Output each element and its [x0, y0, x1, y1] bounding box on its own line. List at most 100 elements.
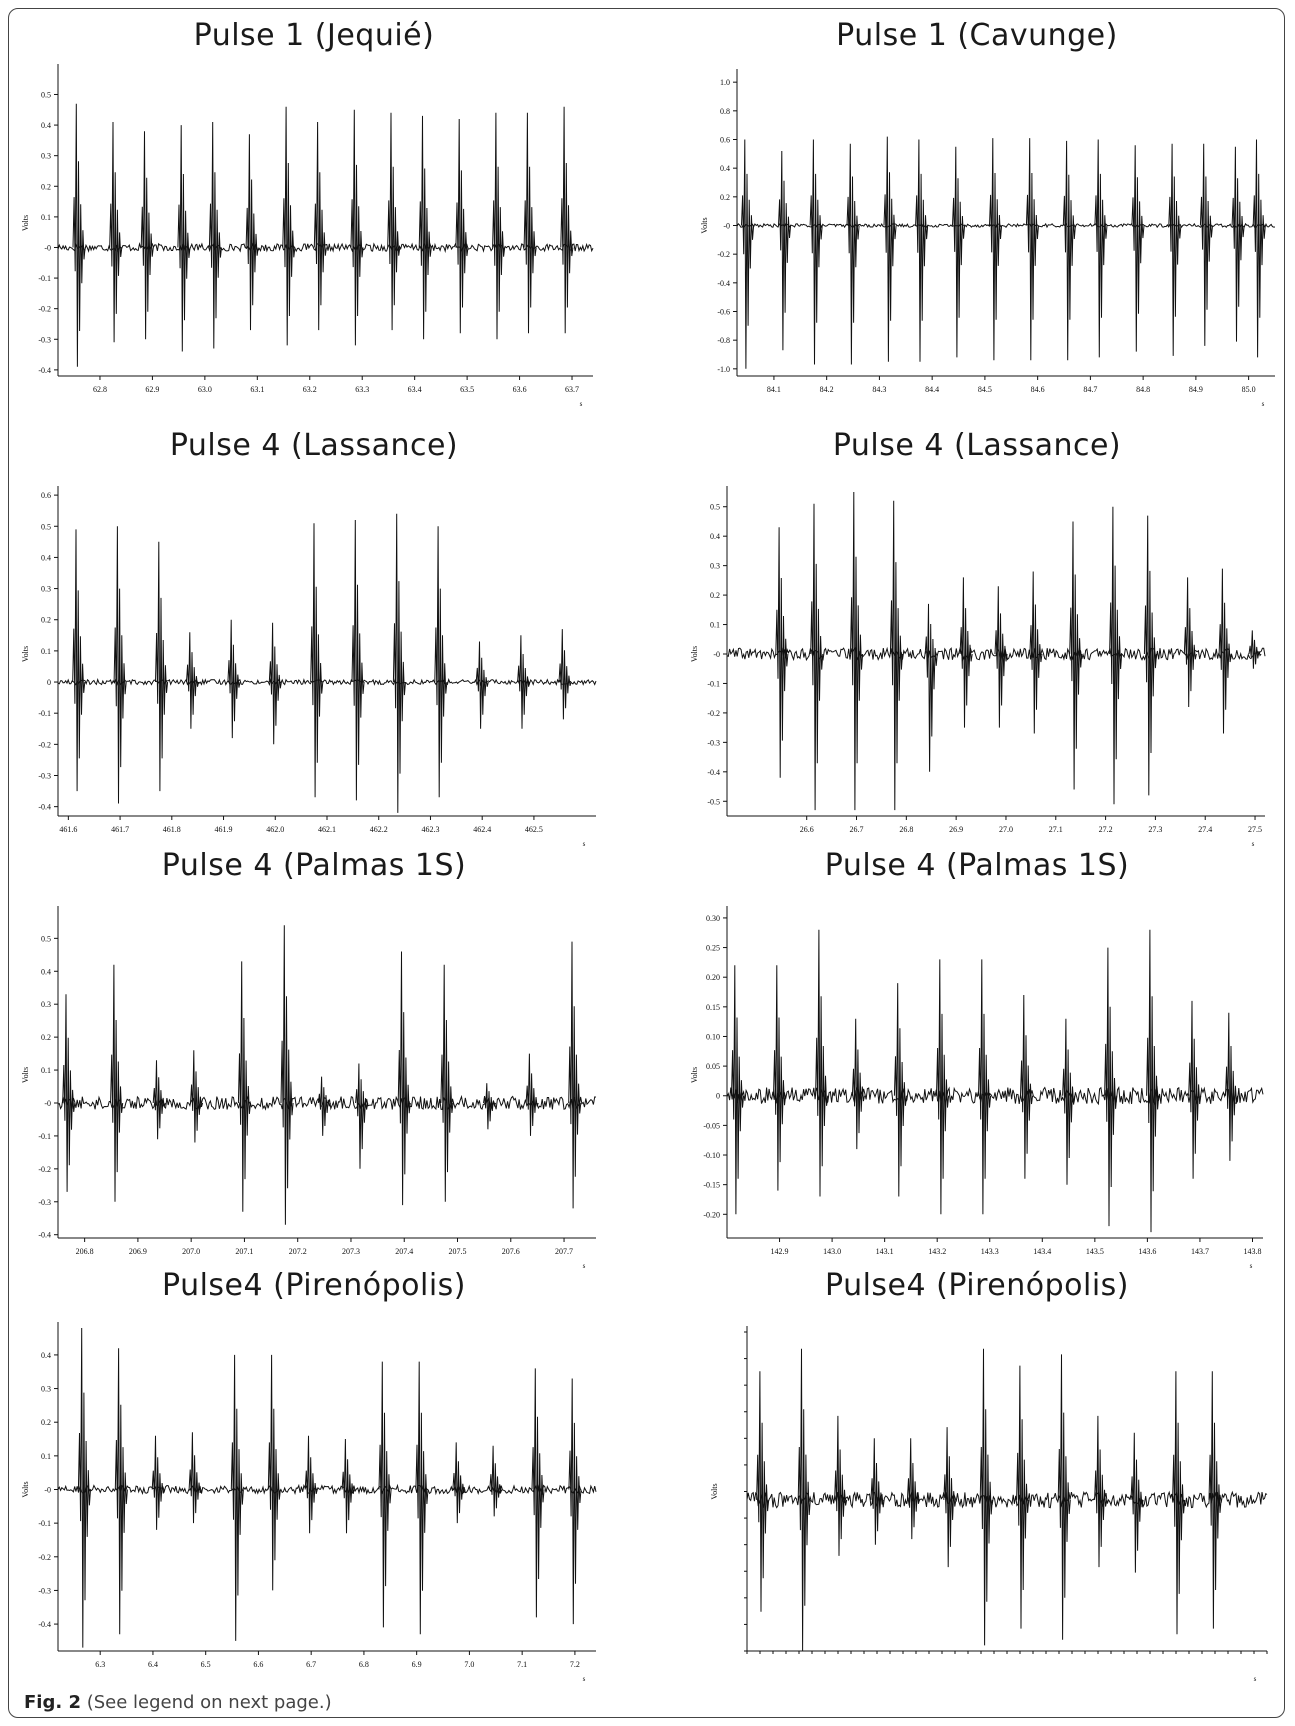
- signal-pulse: [1025, 138, 1039, 361]
- x-tick-label: 27.0: [999, 825, 1013, 834]
- signal-pulse: [109, 121, 123, 343]
- signal-pulse: [797, 1348, 811, 1652]
- x-tick-label: 7.2: [570, 1660, 580, 1669]
- x-tick-label: 84.7: [1083, 385, 1097, 394]
- chart-panel: Pulse 4 (Lassance) 0.5 0.4 0.3 0.2 0.1 -0 -0.1 -…: [677, 428, 1277, 848]
- y-axis-label: Volts: [690, 1067, 699, 1083]
- signal-pulse: [525, 1053, 539, 1136]
- caption-label: Fig. 2: [24, 1692, 81, 1713]
- y-tick-label: 0.4: [41, 121, 51, 130]
- y-tick-label: -0: [44, 243, 51, 252]
- signal-pulse: [568, 941, 582, 1209]
- signal-pulse: [1104, 947, 1118, 1227]
- y-tick-label: -0: [713, 650, 720, 659]
- signal-pulse: [177, 125, 191, 352]
- chart-title: Pulse4 (Pirenópolis): [162, 1268, 466, 1303]
- x-tick-label: 207.0: [182, 1247, 200, 1256]
- x-tick-label: 462.3: [421, 825, 439, 834]
- y-tick-label: 0.4: [41, 1351, 51, 1360]
- chart-plot: 1.0 0.8 0.6 0.4 0.2 -0 -0.2 -0.4 -0.6 -0.8 -1.0 84.…: [700, 69, 1276, 408]
- signal-pulse: [1062, 1018, 1076, 1185]
- x-tick-label: 461.6: [59, 825, 77, 834]
- y-tick-label: 0.4: [720, 164, 730, 173]
- y-tick-label: -0.4: [38, 366, 51, 375]
- y-tick-label: 0.2: [41, 182, 51, 191]
- y-tick-label: -1.0: [717, 365, 730, 374]
- signal-pulse: [227, 619, 241, 739]
- signal-pulse: [1016, 1365, 1030, 1629]
- signal-pulse: [483, 1083, 497, 1130]
- y-tick-label: 0.6: [720, 136, 730, 145]
- x-tick-label: 143.0: [823, 1247, 841, 1256]
- x-tick-label: 27.4: [1198, 825, 1212, 834]
- signal-pulse: [815, 929, 829, 1197]
- x-tick-label: 63.6: [513, 385, 527, 394]
- y-tick-label: 0.1: [41, 647, 51, 656]
- y-tick-label: -0.2: [38, 305, 51, 314]
- y-tick-label: 0.20: [706, 973, 720, 982]
- x-tick-label: 63.0: [198, 385, 212, 394]
- chart-panel: Pulse 4 (Palmas 1S) 0.30 0.25 0.20 0.15 0.10 0…: [677, 848, 1277, 1268]
- chart-title: Pulse 1 (Cavunge): [836, 18, 1118, 53]
- x-tick-label: 207.6: [502, 1247, 520, 1256]
- y-tick-label: 0: [47, 678, 51, 687]
- y-tick-label: -0.3: [38, 772, 51, 781]
- signal-pulse: [114, 1348, 128, 1635]
- signal-pulse: [1146, 929, 1160, 1233]
- signal-pulse: [350, 109, 364, 346]
- x-tick-label: 143.7: [1191, 1247, 1209, 1256]
- x-tick-label: 462.4: [473, 825, 491, 834]
- y-tick-label: 0.1: [41, 1066, 51, 1075]
- signal-pulse: [317, 1076, 331, 1136]
- y-axis-label: Volts: [21, 215, 30, 231]
- chart-title: Pulse4 (Pirenópolis): [825, 1268, 1129, 1303]
- y-tick-label: -0.2: [38, 1553, 51, 1562]
- signal-pulse: [492, 112, 506, 340]
- x-tick-label: 143.1: [876, 1247, 894, 1256]
- x-tick-label: 6.9: [412, 1660, 422, 1669]
- signal-pulse: [924, 603, 938, 772]
- y-tick-label: 0.10: [706, 1032, 720, 1041]
- signal-baseline: [726, 1085, 1264, 1106]
- x-tick-label: 207.5: [449, 1247, 467, 1256]
- y-tick-label: -0.1: [38, 1519, 51, 1528]
- x-tick-label: 63.4: [408, 385, 422, 394]
- signal-pulse: [731, 965, 745, 1215]
- y-tick-label: -0.15: [703, 1181, 720, 1190]
- y-tick-label: -0.20: [703, 1210, 720, 1219]
- y-tick-label: -0.1: [38, 1132, 51, 1141]
- signal-pulse: [186, 632, 200, 729]
- x-tick-label: 6.7: [306, 1660, 316, 1669]
- signal-baseline: [736, 222, 1276, 229]
- signal-pulse: [1109, 506, 1123, 805]
- x-tick-label: 84.2: [820, 385, 834, 394]
- x-tick-label: 63.3: [355, 385, 369, 394]
- chart-title: Pulse 4 (Lassance): [832, 428, 1122, 463]
- signal-pulse: [72, 103, 86, 367]
- signal-pulse: [415, 1361, 429, 1635]
- signal-pulse: [72, 529, 86, 792]
- signal-pulse: [756, 1371, 770, 1612]
- x-tick-label: 143.5: [1086, 1247, 1104, 1256]
- signal-pulse: [455, 118, 469, 334]
- x-axis-label: s: [1254, 1675, 1257, 1683]
- signal-pulse: [893, 983, 907, 1197]
- x-tick-label: 6.4: [148, 1660, 158, 1669]
- signal-pulse: [378, 1361, 392, 1628]
- signal-pulse: [741, 139, 755, 369]
- y-tick-label: 0.5: [41, 522, 51, 531]
- signal-baseline: [57, 1094, 597, 1111]
- y-axis-label: Volts: [700, 217, 709, 233]
- signal-pulse: [810, 503, 824, 811]
- signal-pulse: [915, 139, 929, 362]
- signal-pulse: [237, 961, 251, 1212]
- chart-title: Pulse 4 (Palmas 1S): [161, 848, 467, 883]
- y-tick-label: 0.6: [41, 491, 51, 500]
- signal-pulse: [517, 635, 531, 729]
- chart-plot: 0.30 0.25 0.20 0.15 0.10 0.05 0 -0.05 -0.10 -0.15…: [690, 906, 1264, 1268]
- x-tick-label: 142.9: [771, 1247, 789, 1256]
- signal-pulse: [531, 1368, 545, 1618]
- signal-pulse: [568, 1378, 582, 1625]
- signal-pulse: [190, 1050, 204, 1143]
- x-tick-label: 84.1: [767, 385, 781, 394]
